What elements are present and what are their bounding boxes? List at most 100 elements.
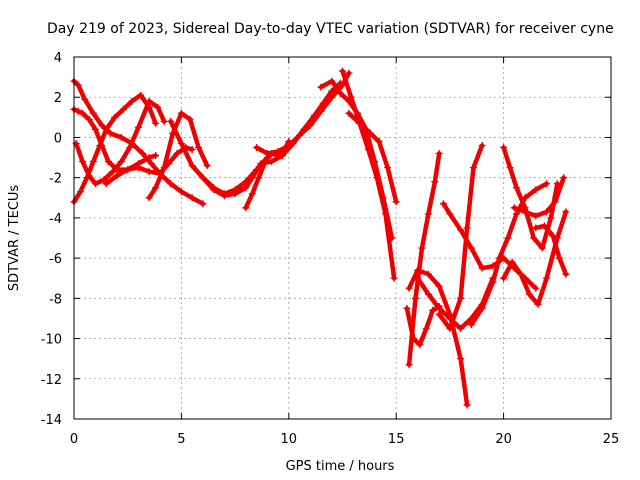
data-point — [390, 274, 398, 282]
data-point — [543, 208, 551, 216]
data-point — [457, 226, 465, 234]
series-line — [415, 275, 496, 331]
data-point — [91, 125, 99, 133]
data-point — [328, 87, 336, 95]
data-point — [102, 125, 110, 133]
data-point — [500, 144, 508, 151]
data-point — [510, 204, 518, 212]
series-line — [168, 119, 270, 197]
data-point — [547, 214, 555, 222]
y-tick-label: -12 — [41, 373, 62, 388]
data-point — [457, 294, 465, 302]
data-point — [317, 83, 325, 91]
series-arc-s — [435, 141, 486, 332]
data-point — [478, 264, 486, 272]
data-point — [424, 270, 432, 278]
data-point — [100, 176, 108, 184]
data-point — [296, 131, 304, 139]
data-point — [500, 274, 508, 282]
data-point — [109, 168, 117, 176]
plot-frame — [73, 56, 612, 420]
data-point — [152, 152, 160, 160]
series-arc-q — [405, 266, 471, 409]
series-arc-y — [532, 222, 570, 278]
x-tick-label: 20 — [495, 432, 512, 447]
data-point — [551, 198, 559, 206]
data-point — [435, 304, 443, 312]
series-line — [406, 151, 442, 367]
data-point — [345, 69, 353, 77]
data-point — [375, 137, 383, 145]
data-point — [381, 210, 389, 218]
data-point — [257, 160, 265, 168]
series-line — [501, 145, 560, 251]
data-point — [74, 81, 82, 89]
data-point — [177, 109, 185, 117]
data-point — [152, 119, 160, 127]
data-series — [70, 67, 570, 409]
series-arc-n — [345, 109, 400, 206]
data-point — [186, 115, 194, 123]
data-point — [188, 162, 196, 170]
y-tick-label: -4 — [49, 212, 62, 227]
data-point — [414, 274, 422, 282]
data-point — [416, 341, 424, 349]
data-point — [538, 244, 546, 252]
data-point — [91, 180, 99, 188]
data-point — [111, 113, 119, 121]
data-point — [137, 91, 145, 99]
data-point — [478, 304, 486, 312]
data-point — [457, 325, 465, 332]
data-point — [102, 180, 110, 188]
y-tick-label: 4 — [54, 51, 62, 66]
data-point — [328, 93, 336, 101]
data-point — [373, 174, 381, 182]
chart-title: Day 219 of 2023, Sidereal Day-to-day VTE… — [47, 21, 614, 37]
data-point — [119, 105, 127, 113]
data-point — [532, 186, 540, 194]
data-point — [126, 144, 134, 151]
data-point — [145, 97, 153, 105]
data-point — [199, 200, 207, 208]
series-line — [436, 143, 485, 331]
data-point — [532, 284, 540, 292]
data-point — [98, 121, 106, 129]
data-point — [317, 107, 325, 115]
data-point — [177, 188, 185, 196]
data-point — [195, 144, 203, 151]
data-point — [562, 270, 570, 278]
data-point — [85, 172, 93, 180]
data-point — [356, 119, 364, 127]
data-point — [532, 224, 540, 232]
data-point — [418, 244, 426, 252]
series-line — [146, 111, 210, 201]
series-arc-e — [102, 152, 160, 188]
data-point — [540, 222, 548, 230]
data-point — [96, 141, 104, 149]
data-point — [364, 146, 372, 154]
data-point — [79, 109, 87, 117]
data-point — [173, 150, 181, 158]
data-point — [467, 244, 475, 252]
data-point — [145, 154, 153, 162]
series-line — [73, 98, 167, 186]
x-tick-label: 15 — [388, 432, 405, 447]
data-point — [339, 67, 346, 75]
series-arc-p — [405, 150, 443, 369]
data-point — [457, 355, 465, 363]
data-point — [76, 188, 84, 196]
data-point — [85, 115, 93, 123]
data-point — [210, 186, 218, 194]
data-point — [414, 266, 422, 274]
data-point — [89, 109, 97, 117]
data-point — [89, 158, 97, 166]
series-line — [346, 111, 399, 205]
data-point — [74, 107, 82, 115]
x-tick-label: 25 — [603, 432, 620, 447]
data-point — [549, 232, 557, 240]
data-point — [424, 290, 432, 298]
series-arc-d — [72, 97, 168, 188]
series-line — [71, 78, 206, 207]
data-point — [506, 164, 514, 172]
